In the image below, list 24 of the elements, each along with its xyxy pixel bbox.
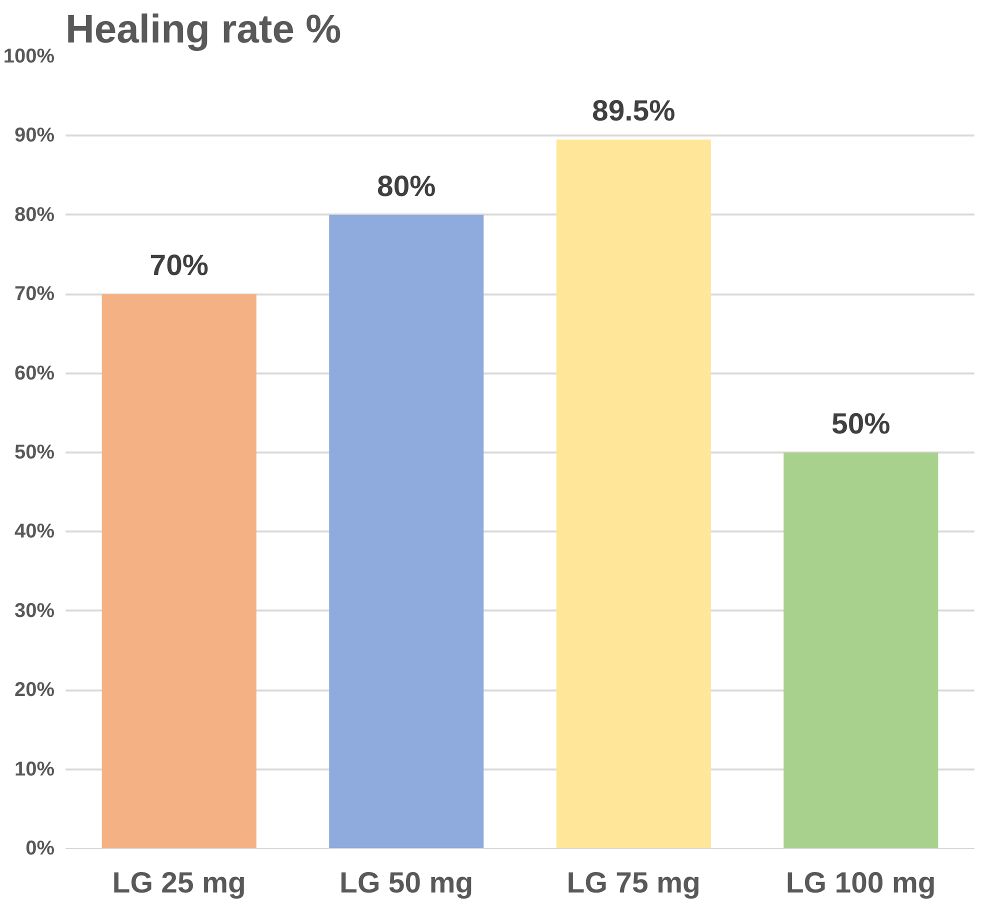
y-tick-label: 70% [14, 283, 55, 306]
y-tick-label: 80% [14, 204, 55, 226]
x-tick-label: LG 100 mg [786, 866, 936, 900]
y-tick-label: 60% [14, 362, 55, 384]
bar [102, 294, 256, 848]
chart-title: Healing rate % [66, 8, 342, 52]
bar [329, 214, 484, 848]
y-tick-label: 90% [14, 124, 55, 147]
bar [784, 452, 938, 848]
x-tick-label: LG 50 mg [340, 866, 474, 900]
bar [556, 140, 711, 848]
y-tick-label: 20% [14, 679, 55, 702]
y-tick-label: 40% [14, 520, 55, 543]
y-tick-label: 30% [14, 600, 55, 622]
data-label: 80% [377, 170, 436, 203]
y-tick-label: 10% [14, 758, 55, 780]
data-label: 89.5% [592, 94, 676, 128]
data-label: 70% [150, 249, 208, 282]
data-label: 50% [832, 408, 890, 440]
y-tick-label: 0% [26, 838, 55, 860]
x-tick-label: LG 75 mg [566, 866, 700, 900]
y-tick-label: 100% [3, 46, 55, 68]
x-tick-label: LG 25 mg [112, 866, 246, 900]
y-tick-label: 50% [14, 442, 55, 464]
